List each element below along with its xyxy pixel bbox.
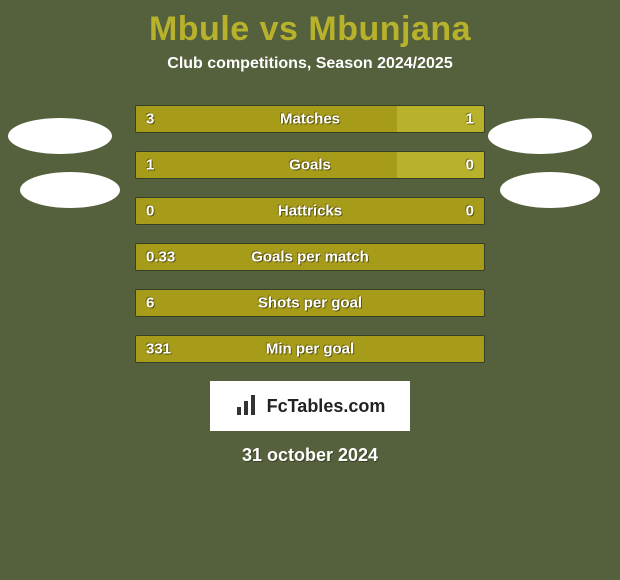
stat-row: 0.33 Goals per match — [135, 243, 485, 271]
stat-value-right: 1 — [466, 111, 474, 128]
stat-row: 3 1 Matches — [135, 105, 485, 133]
stat-row: 6 Shots per goal — [135, 289, 485, 317]
stat-value-left: 0.33 — [146, 249, 175, 266]
date-text: 31 october 2024 — [0, 445, 620, 466]
comparison-canvas: Mbule vs Mbunjana Club competitions, Sea… — [0, 0, 620, 580]
player-left-avatar-1 — [8, 118, 112, 154]
stat-label: Hattricks — [278, 203, 342, 220]
player-right-avatar-2 — [500, 172, 600, 208]
player-right-avatar-1 — [488, 118, 592, 154]
page-title: Mbule vs Mbunjana — [0, 0, 620, 49]
stat-fill-left — [136, 152, 397, 178]
stat-row: 0 0 Hattricks — [135, 197, 485, 225]
stat-value-right: 0 — [466, 203, 474, 220]
stat-value-left: 331 — [146, 341, 171, 358]
stat-value-left: 1 — [146, 157, 154, 174]
stat-label: Min per goal — [266, 341, 354, 358]
subtitle: Club competitions, Season 2024/2025 — [0, 55, 620, 73]
stat-label: Goals — [289, 157, 331, 174]
stat-row: 331 Min per goal — [135, 335, 485, 363]
bars-icon — [235, 395, 261, 417]
fctables-logo: FcTables.com — [210, 381, 410, 431]
stat-value-left: 3 — [146, 111, 154, 128]
stat-row: 1 0 Goals — [135, 151, 485, 179]
stat-value-right: 0 — [466, 157, 474, 174]
stat-label: Shots per goal — [258, 295, 362, 312]
stat-label: Goals per match — [251, 249, 369, 266]
player-left-avatar-2 — [20, 172, 120, 208]
stat-value-left: 0 — [146, 203, 154, 220]
stat-value-left: 6 — [146, 295, 154, 312]
logo-text: FcTables.com — [267, 396, 386, 417]
stat-label: Matches — [280, 111, 340, 128]
stats-bars: 3 1 Matches 1 0 Goals 0 0 Hattricks 0.33 Goals per… — [135, 105, 485, 363]
stat-fill-left — [136, 106, 397, 132]
